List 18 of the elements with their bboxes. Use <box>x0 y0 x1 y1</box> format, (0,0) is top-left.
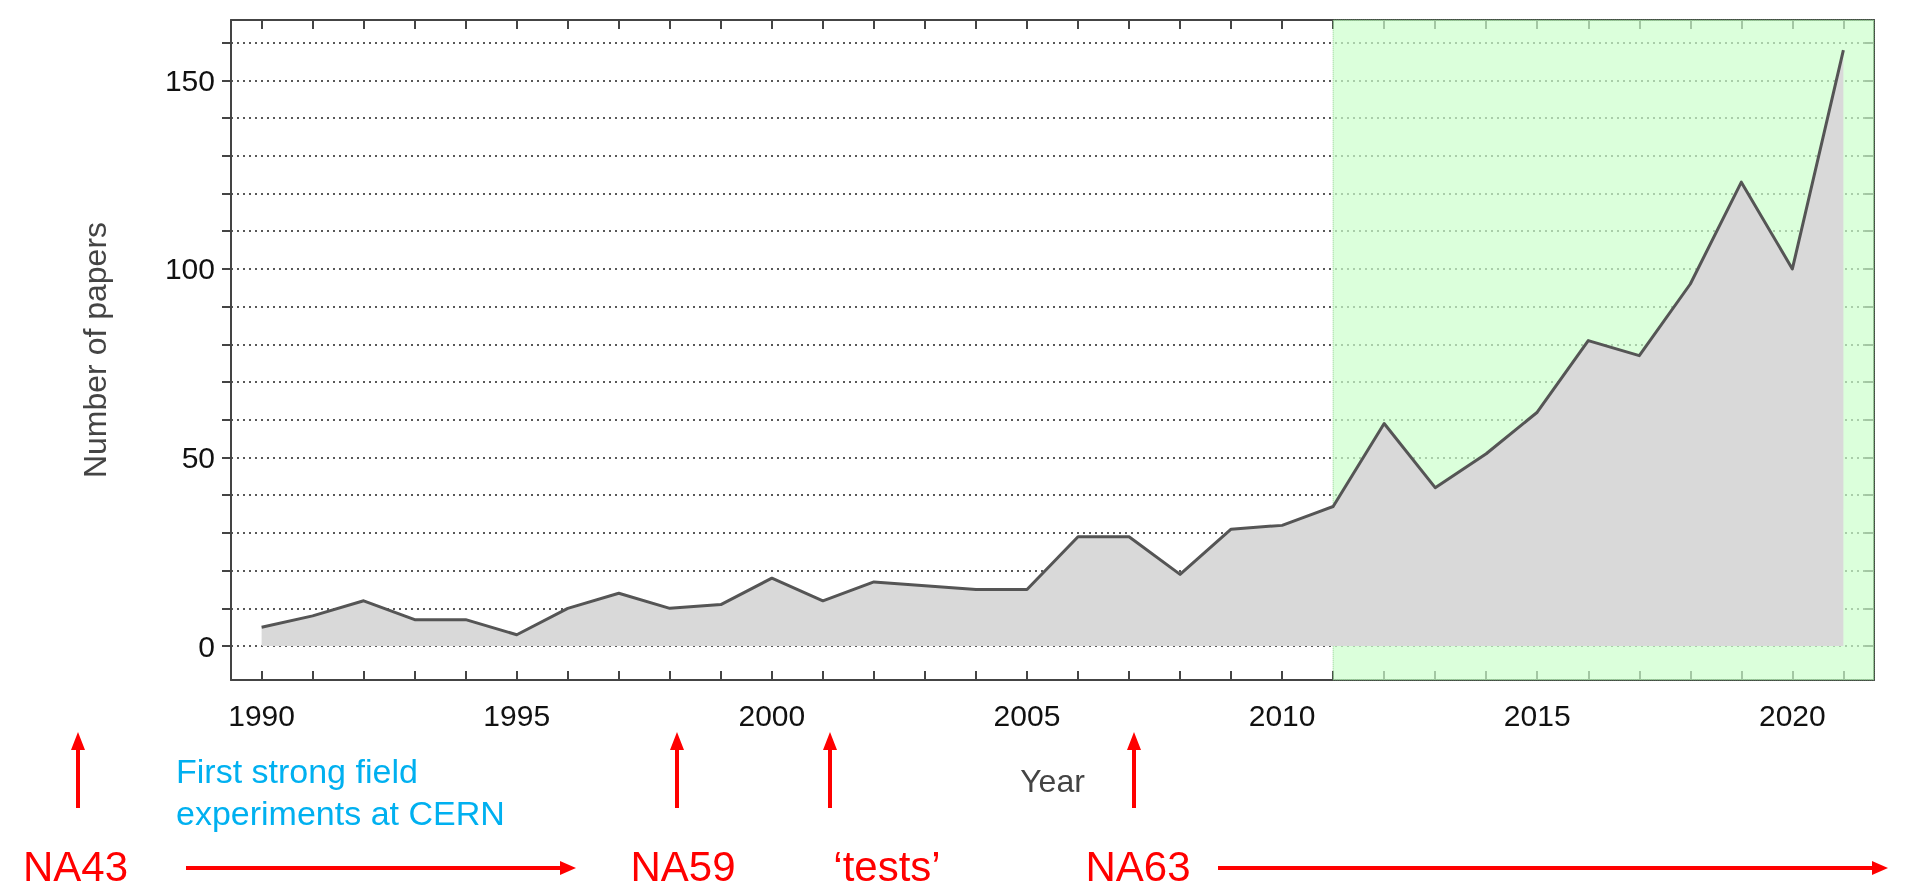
y-axis-title: Number of papers <box>77 221 113 479</box>
x-tick-label: 2010 <box>1248 698 1316 732</box>
text: NA43 <box>23 842 129 886</box>
text: NA59 <box>630 842 736 886</box>
text: First strong field experiments at CERN <box>176 752 505 832</box>
x-tick-label: 1995 <box>483 698 551 732</box>
x-tick-label: 2020 <box>1758 698 1826 732</box>
x-tick-label: 2005 <box>993 698 1061 732</box>
x-axis-title: Year <box>1020 763 1086 799</box>
y-tick-label: 100 <box>164 252 215 286</box>
y-tick-label: 50 <box>181 440 215 474</box>
x-tick-label: 2015 <box>1503 698 1571 732</box>
y-tick-label: 150 <box>164 63 215 97</box>
text: ‘tests’ <box>833 842 941 886</box>
x-tick-label: 1990 <box>228 698 295 732</box>
x-tick-label: 2000 <box>738 698 806 732</box>
text: NA63 <box>1085 842 1191 886</box>
y-tick-label: 0 <box>198 629 215 663</box>
